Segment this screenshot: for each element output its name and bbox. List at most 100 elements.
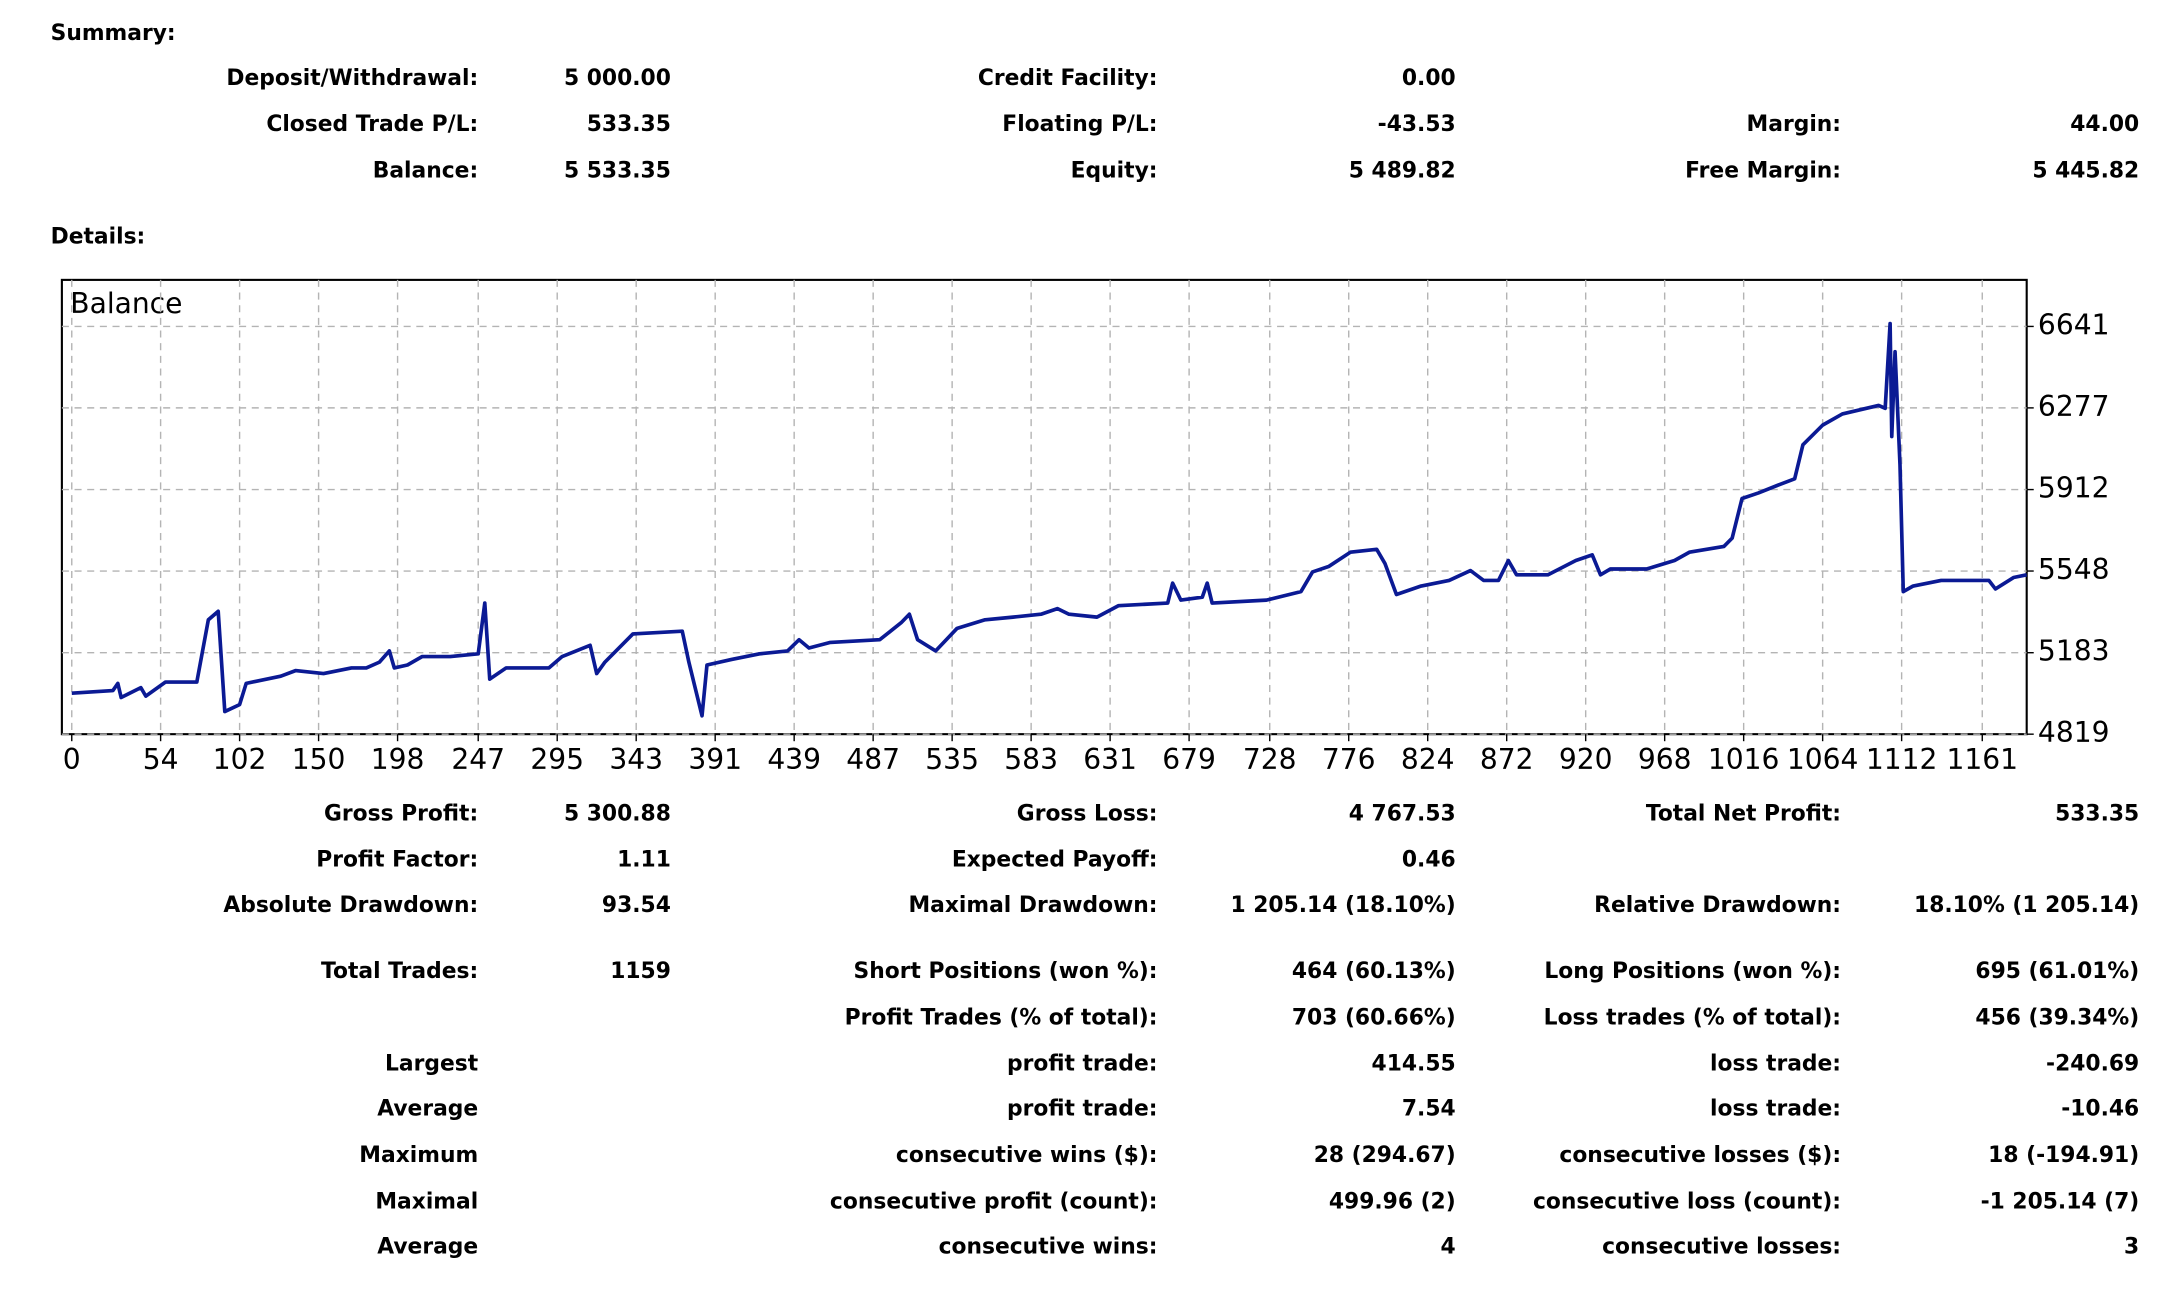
x-tick-label: 439 xyxy=(767,743,821,776)
field-label: consecutive losses ($): xyxy=(1559,1143,1841,1168)
field-value: -10.46 xyxy=(2061,1097,2139,1122)
x-tick-label: 102 xyxy=(213,743,267,776)
x-tick-label: 776 xyxy=(1322,743,1376,776)
x-tick-label: 535 xyxy=(925,743,979,776)
x-tick-label: 1161 xyxy=(1946,743,2018,776)
field-value: 533.35 xyxy=(587,112,671,137)
plot-frame xyxy=(60,278,2028,736)
field-value: 5 533.35 xyxy=(564,159,671,184)
field-label: Expected Payoff: xyxy=(952,848,1158,873)
field-value: 5 300.88 xyxy=(564,801,671,826)
field-label: consecutive losses: xyxy=(1602,1235,1841,1260)
x-tick-label: 631 xyxy=(1083,743,1137,776)
x-tick-label: 198 xyxy=(371,743,425,776)
y-tick-label: 5548 xyxy=(2038,553,2110,586)
x-tick-label: 343 xyxy=(609,743,663,776)
field-label: Relative Drawdown: xyxy=(1594,893,1841,918)
field-label: Maximal Drawdown: xyxy=(908,893,1157,918)
field-value: 414.55 xyxy=(1372,1052,1456,1077)
x-tick-label: 1016 xyxy=(1708,743,1780,776)
field-value: 18.10% (1 205.14) xyxy=(1914,893,2139,918)
field-value: 18 (-194.91) xyxy=(1988,1143,2139,1168)
field-label: Long Positions (won %): xyxy=(1544,959,1841,984)
field-value: 1159 xyxy=(610,959,671,984)
x-tick-label: 728 xyxy=(1243,743,1297,776)
field-value: 499.96 (2) xyxy=(1329,1190,1456,1215)
field-label: Maximal xyxy=(375,1190,478,1215)
x-tick-label: 872 xyxy=(1480,743,1534,776)
balance-line xyxy=(71,321,2028,718)
x-tick-label: 54 xyxy=(143,743,179,776)
field-label: consecutive profit (count): xyxy=(830,1190,1158,1215)
field-value: 533.35 xyxy=(2055,801,2139,826)
y-tick-label: 5183 xyxy=(2038,635,2110,668)
field-value: 4 767.53 xyxy=(1349,801,1456,826)
field-label: Total Net Profit: xyxy=(1646,801,1841,826)
field-label: Free Margin: xyxy=(1685,159,1841,184)
field-value: 7.54 xyxy=(1402,1097,1456,1122)
field-label: profit trade: xyxy=(1007,1097,1157,1122)
field-value: 0.00 xyxy=(1402,66,1456,91)
section-title: Details: xyxy=(51,225,146,250)
x-tick-label: 583 xyxy=(1004,743,1058,776)
y-tick-label: 5912 xyxy=(2038,472,2110,505)
x-tick-label: 920 xyxy=(1559,743,1613,776)
field-value: 456 (39.34%) xyxy=(1975,1005,2139,1030)
y-tick-label: 6277 xyxy=(2038,390,2110,423)
field-value: 1 205.14 (18.10%) xyxy=(1231,893,1456,918)
field-label: Closed Trade P/L: xyxy=(266,112,478,137)
field-value: 464 (60.13%) xyxy=(1292,959,1456,984)
field-label: Credit Facility: xyxy=(978,66,1158,91)
field-label: Balance: xyxy=(373,159,478,184)
field-label: Loss trades (% of total): xyxy=(1544,1005,1841,1030)
field-value: 0.46 xyxy=(1402,848,1456,873)
x-tick-label: 968 xyxy=(1638,743,1692,776)
field-value: 5 489.82 xyxy=(1349,159,1456,184)
field-label: Floating P/L: xyxy=(1002,112,1157,137)
field-label: Average xyxy=(377,1097,478,1122)
field-label: Short Positions (won %): xyxy=(854,959,1158,984)
field-label: Margin: xyxy=(1747,112,1841,137)
field-label: Maximum xyxy=(359,1143,478,1168)
field-label: consecutive loss (count): xyxy=(1533,1190,1841,1215)
field-value: 4 xyxy=(1441,1235,1456,1260)
field-label: consecutive wins ($): xyxy=(896,1143,1158,1168)
field-label: consecutive wins: xyxy=(939,1235,1158,1260)
section-title: Summary: xyxy=(51,21,176,46)
field-label: Equity: xyxy=(1071,159,1158,184)
x-tick-label: 391 xyxy=(688,743,742,776)
field-label: Gross Profit: xyxy=(324,801,478,826)
field-value: -240.69 xyxy=(2046,1052,2139,1077)
field-value: 5 445.82 xyxy=(2032,159,2139,184)
x-tick-label: 295 xyxy=(530,743,584,776)
field-value: -43.53 xyxy=(1378,112,1456,137)
field-label: Profit Factor: xyxy=(316,848,478,873)
field-label: loss trade: xyxy=(1710,1052,1841,1077)
x-tick-label: 824 xyxy=(1401,743,1455,776)
field-label: Profit Trades (% of total): xyxy=(845,1005,1158,1030)
x-tick-label: 1112 xyxy=(1866,743,1938,776)
field-label: Largest xyxy=(385,1052,478,1077)
field-label: profit trade: xyxy=(1007,1052,1157,1077)
field-value: 5 000.00 xyxy=(564,66,671,91)
field-label: Deposit/Withdrawal: xyxy=(226,66,478,91)
x-tick-label: 487 xyxy=(846,743,900,776)
field-label: loss trade: xyxy=(1710,1097,1841,1122)
field-label: Average xyxy=(377,1235,478,1260)
x-tick-label: 0 xyxy=(63,743,81,776)
field-value: 703 (60.66%) xyxy=(1292,1005,1456,1030)
x-tick-label: 247 xyxy=(451,743,505,776)
field-value: 44.00 xyxy=(2070,112,2139,137)
y-tick-label: 4819 xyxy=(2038,716,2110,749)
field-label: Total Trades: xyxy=(321,959,478,984)
x-tick-label: 150 xyxy=(292,743,346,776)
x-tick-label: 1064 xyxy=(1787,743,1859,776)
field-value: 1.11 xyxy=(617,848,671,873)
field-value: 3 xyxy=(2124,1235,2139,1260)
field-value: 695 (61.01%) xyxy=(1975,959,2139,984)
legend-label: Balance xyxy=(70,287,182,320)
x-tick-label: 679 xyxy=(1162,743,1216,776)
field-label: Gross Loss: xyxy=(1017,801,1158,826)
